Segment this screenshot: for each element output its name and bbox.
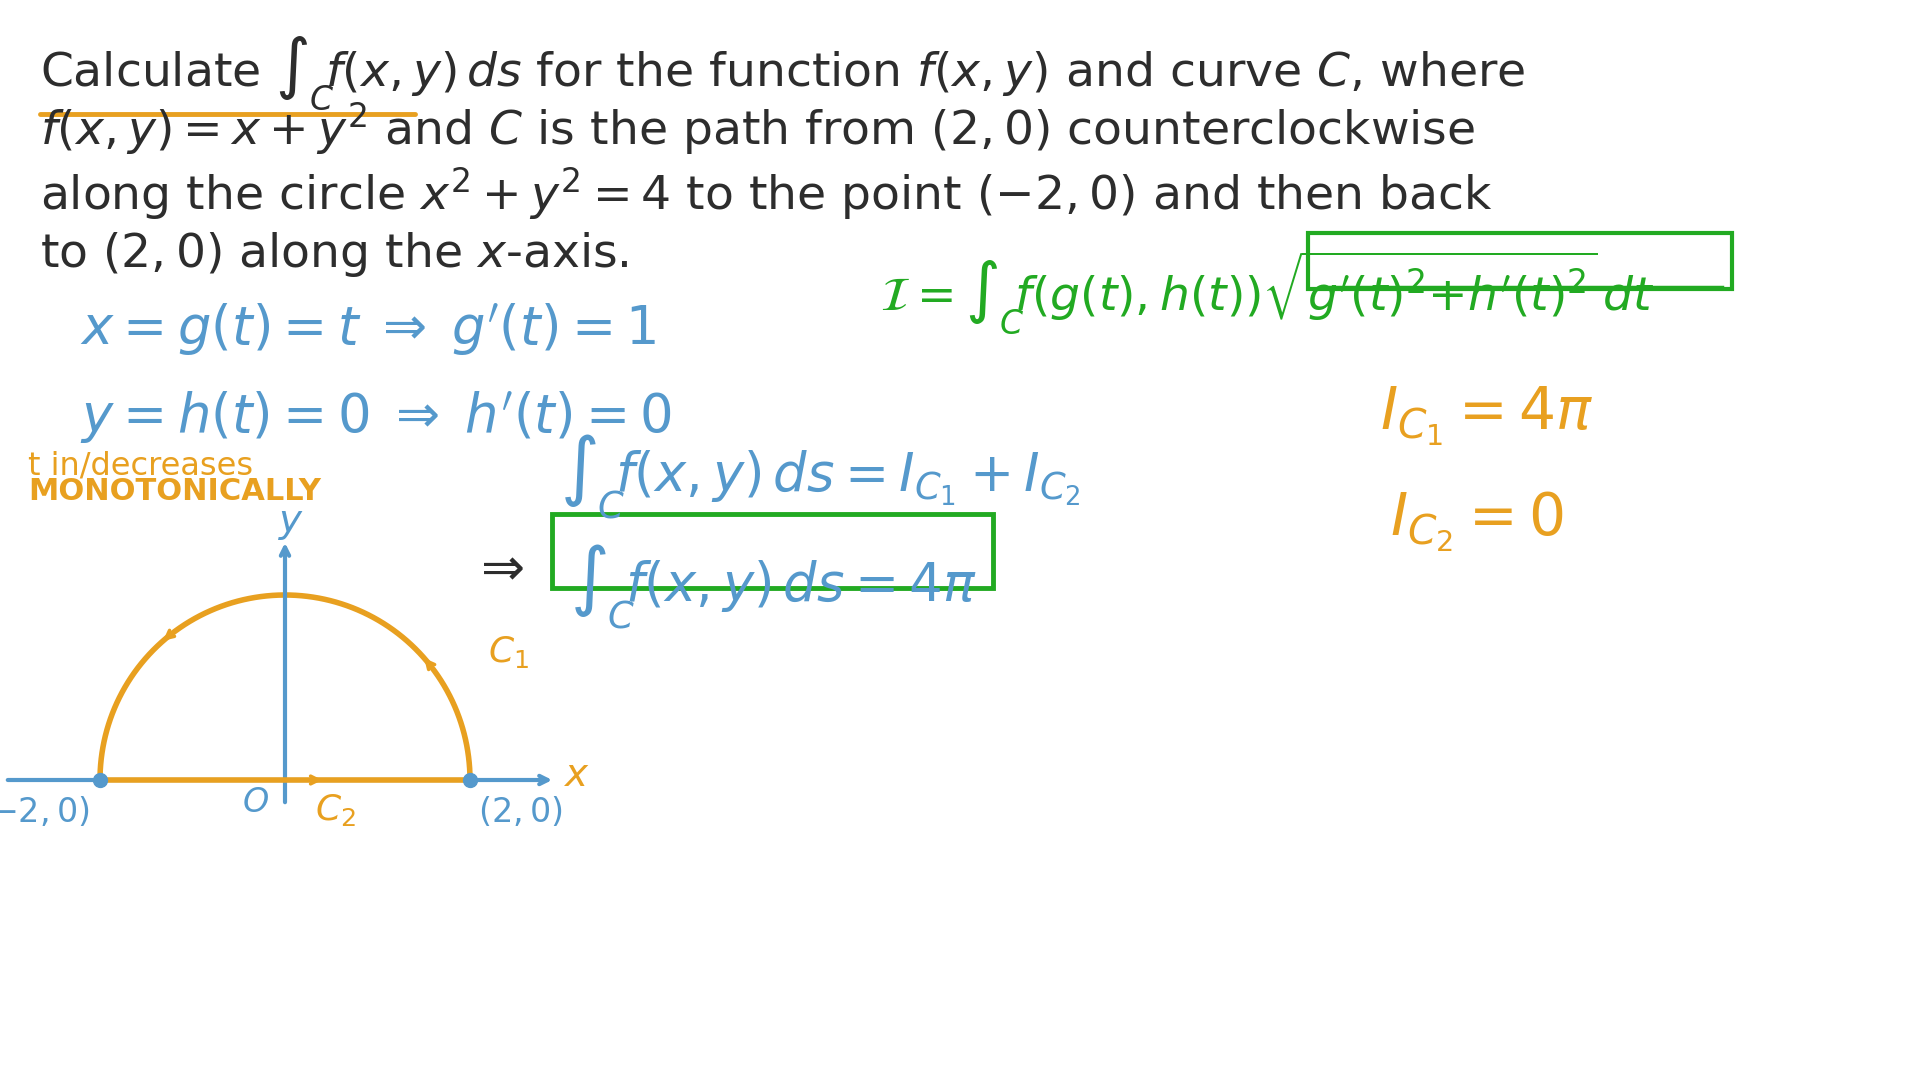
Text: $\Rightarrow$: $\Rightarrow$ [470, 542, 524, 594]
Text: $C_1$: $C_1$ [488, 634, 530, 670]
Text: $C_2$: $C_2$ [315, 792, 355, 828]
Text: MONOTONICALLY: MONOTONICALLY [29, 477, 321, 507]
Text: $(2,0)$: $(2,0)$ [478, 795, 563, 829]
Text: to $(2,0)$ along the $x$-axis.: to $(2,0)$ along the $x$-axis. [40, 230, 628, 279]
Text: Calculate $\int_C\!f(x,y)\,ds$ for the function $f(x,y)$ and curve $C$, where: Calculate $\int_C\!f(x,y)\,ds$ for the f… [40, 35, 1524, 112]
Text: $\mathcal{I} = \int_C\!f(g(t),h(t))\sqrt{g'(t)^2{+}h'(t)^2}\,dt$: $\mathcal{I} = \int_C\!f(g(t),h(t))\sqrt… [879, 249, 1655, 337]
Text: $I_{C_2} = 0$: $I_{C_2} = 0$ [1390, 490, 1563, 554]
Text: $x = g(t) = t \;\Rightarrow\; g'(t) = 1$: $x = g(t) = t \;\Rightarrow\; g'(t) = 1$ [81, 302, 657, 359]
Text: $I_{C_1} = 4\pi$: $I_{C_1} = 4\pi$ [1380, 384, 1594, 448]
Text: $O$: $O$ [242, 786, 269, 819]
Text: $y$: $y$ [278, 504, 303, 542]
Text: $f(x,y) = x + y^2$ and $C$ is the path from $(2,0)$ counterclockwise: $f(x,y) = x + y^2$ and $C$ is the path f… [40, 100, 1475, 157]
Text: $y = h(t) = 0 \;\Rightarrow\; h'(t) = 0$: $y = h(t) = 0 \;\Rightarrow\; h'(t) = 0$ [81, 390, 672, 446]
Text: $(-2,0)$: $(-2,0)$ [0, 795, 90, 829]
Text: t in/decreases: t in/decreases [29, 450, 253, 481]
Text: $x$: $x$ [563, 756, 589, 794]
Text: $\int_C\!f(x,y)\,ds = 4\pi$: $\int_C\!f(x,y)\,ds = 4\pi$ [570, 542, 977, 631]
Text: $\int_C\!f(x,y)\,ds = I_{C_1} + I_{C_2}$: $\int_C\!f(x,y)\,ds = I_{C_1} + I_{C_2}$ [561, 432, 1081, 521]
Text: along the circle $x^2 + y^2 = 4$ to the point $(-2,0)$ and then back: along the circle $x^2 + y^2 = 4$ to the … [40, 165, 1492, 222]
